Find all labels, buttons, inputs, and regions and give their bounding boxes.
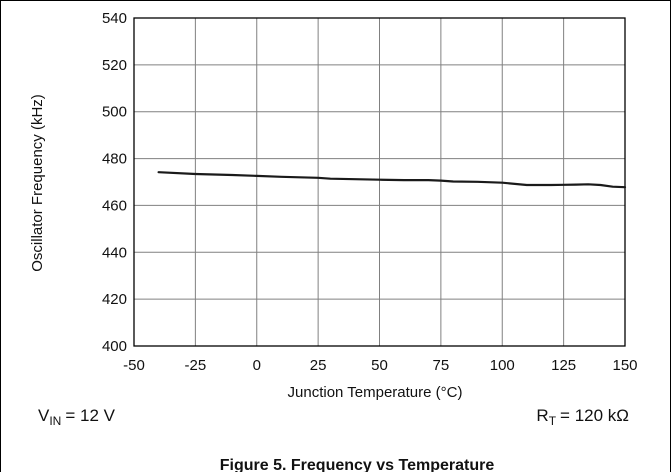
plot-area — [157, 171, 627, 189]
condition-vin-subscript: IN — [49, 414, 61, 428]
x-tick-label: 75 — [433, 357, 450, 374]
x-tick-label: 125 — [551, 357, 576, 374]
y-tick-label: 440 — [102, 244, 127, 261]
x-tick-label: 0 — [253, 357, 261, 374]
y-tick-label: 520 — [102, 57, 127, 74]
plot-border — [133, 17, 626, 347]
figure-caption: Figure 5. Frequency vs Temperature — [220, 457, 495, 472]
y-tick-label: 400 — [102, 338, 127, 355]
x-tick-label: 100 — [490, 357, 515, 374]
x-tick-label: 50 — [371, 357, 388, 374]
x-tick-label: -50 — [123, 357, 145, 374]
x-axis-title: Junction Temperature (°C) — [288, 384, 463, 401]
y-axis-title: Oscillator Frequency (kHz) — [29, 94, 46, 272]
y-tick-label: 500 — [102, 104, 127, 121]
grid — [133, 17, 626, 347]
y-tick-labels: 400 420 440 460 480 500 520 540 — [102, 10, 127, 355]
condition-vin-value: = 12 V — [65, 406, 115, 425]
y-tick-label: 460 — [102, 197, 127, 214]
x-tick-labels: -50 -25 0 25 50 75 100 125 150 — [123, 357, 637, 374]
series-line — [157, 171, 627, 189]
x-tick-label: -25 — [185, 357, 207, 374]
y-tick-label: 480 — [102, 151, 127, 168]
condition-rt-subscript: T — [549, 414, 557, 428]
condition-rt-symbol: R — [536, 406, 548, 425]
y-tick-label: 420 — [102, 291, 127, 308]
condition-rt: RT = 120 kΩ — [536, 406, 629, 428]
x-tick-label: 150 — [612, 357, 637, 374]
condition-vin: VIN = 12 V — [38, 406, 116, 428]
condition-vin-symbol: V — [38, 406, 50, 425]
condition-rt-value: = 120 kΩ — [560, 406, 629, 425]
y-tick-label: 540 — [102, 10, 127, 27]
x-tick-label: 25 — [310, 357, 327, 374]
